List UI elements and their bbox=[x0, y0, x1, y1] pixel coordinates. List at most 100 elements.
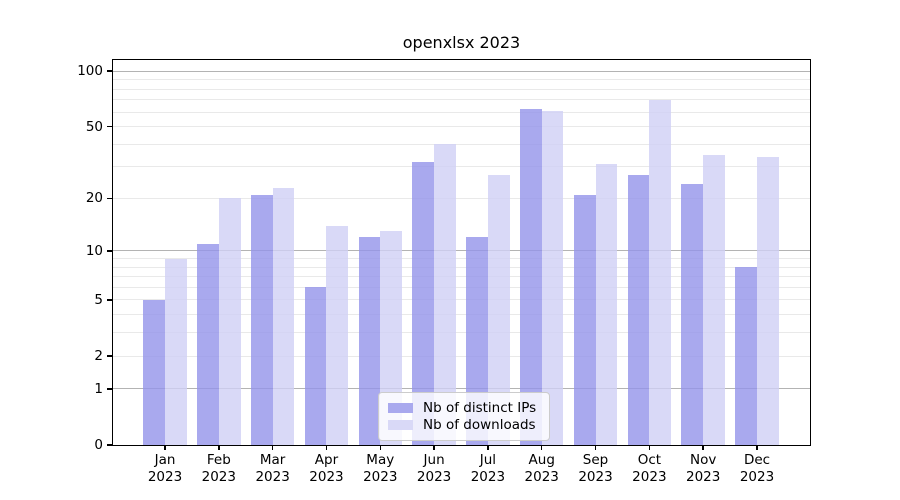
x-axis: Jan 2023 Feb 2023 Mar 2023 Apr 2023 May 2023 Jun 20… bbox=[113, 60, 810, 485]
x-tick-month: Sep bbox=[582, 452, 609, 468]
x-tick-label: Dec 2023 bbox=[729, 452, 785, 486]
minor-gridline bbox=[113, 258, 810, 259]
x-tick-month: Mar bbox=[259, 452, 286, 468]
bar-nb-of-distinct-ips-sep bbox=[573, 194, 596, 445]
x-tick-month: Jun bbox=[423, 452, 445, 468]
chart-title: openxlsx 2023 bbox=[402, 33, 521, 52]
y-axis: 100 50 20 10 5 2 1 0 bbox=[77, 60, 810, 453]
bar-nb-of-distinct-ips-oct bbox=[627, 175, 650, 445]
major-gridline bbox=[113, 388, 810, 390]
x-tick bbox=[325, 445, 328, 450]
bar-nb-of-downloads-jun bbox=[434, 144, 456, 445]
x-tick bbox=[487, 445, 489, 450]
bar-nb-of-downloads-jul bbox=[487, 175, 510, 445]
minor-gridline bbox=[113, 99, 810, 101]
x-tick-month: Apr bbox=[314, 452, 339, 468]
minor-gridline bbox=[113, 166, 810, 168]
bar-nb-of-downloads-feb bbox=[218, 198, 241, 445]
x-tick-year: 2023 bbox=[147, 469, 183, 485]
x-tick-year: 2023 bbox=[524, 469, 559, 485]
legend-label-downloads: Nb of downloads bbox=[423, 417, 536, 433]
bar-nb-of-downloads-aug bbox=[541, 110, 564, 445]
bar-nb-of-distinct-ips-feb bbox=[197, 243, 219, 445]
minor-gridline bbox=[113, 314, 810, 316]
x-tick-label: Oct 2023 bbox=[621, 452, 677, 486]
x-tick-month: Oct bbox=[637, 452, 662, 468]
y-tick-label: 10 bbox=[85, 242, 103, 259]
y-tick bbox=[107, 250, 113, 252]
x-tick-month: Aug bbox=[528, 452, 555, 468]
bar-nb-of-distinct-ips-apr bbox=[304, 287, 327, 445]
x-tick-month: Jul bbox=[479, 452, 497, 468]
x-tick-year: 2023 bbox=[363, 469, 398, 485]
minor-gridline bbox=[113, 355, 810, 357]
minor-gridline bbox=[113, 276, 810, 278]
minor-gridline bbox=[113, 143, 810, 145]
legend: Nb of distinct IPs Nb of downloads bbox=[378, 392, 551, 441]
minor-gridline bbox=[113, 266, 810, 268]
y-tick-label: 20 bbox=[85, 190, 103, 207]
x-tick bbox=[594, 445, 597, 450]
y-tick bbox=[107, 355, 113, 357]
bar-nb-of-downloads-sep bbox=[595, 164, 618, 445]
minor-gridline bbox=[113, 88, 810, 90]
y-tick-label: 50 bbox=[85, 118, 103, 135]
minor-gridline bbox=[113, 197, 810, 199]
y-tick bbox=[107, 125, 113, 128]
x-tick-label: Apr 2023 bbox=[298, 452, 354, 486]
bar-nb-of-distinct-ips-dec bbox=[735, 267, 757, 445]
bar-nb-of-distinct-ips-nov bbox=[681, 184, 704, 445]
y-tick bbox=[107, 299, 113, 301]
bar-nb-of-downloads-oct bbox=[649, 99, 672, 445]
x-tick bbox=[540, 445, 543, 450]
x-tick-label: Nov 2023 bbox=[675, 452, 731, 486]
major-gridline bbox=[113, 250, 810, 252]
x-tick-month: May bbox=[366, 452, 395, 468]
bar-nb-of-distinct-ips-jun bbox=[412, 161, 435, 445]
x-tick-label: Jul 2023 bbox=[460, 452, 516, 486]
minor-gridline bbox=[113, 332, 810, 334]
y-tick bbox=[107, 197, 113, 200]
legend-swatch-distinct-ips bbox=[388, 403, 413, 413]
x-tick bbox=[271, 445, 274, 450]
legend-label-distinct-ips: Nb of distinct IPs bbox=[423, 400, 537, 416]
x-tick-year: 2023 bbox=[685, 469, 721, 485]
x-tick bbox=[218, 445, 220, 450]
major-gridline bbox=[113, 70, 810, 72]
bar-nb-of-downloads-dec bbox=[757, 157, 779, 445]
bar-nb-of-distinct-ips-may bbox=[358, 237, 381, 445]
x-tick-month: Dec bbox=[743, 452, 771, 468]
x-tick-year: 2023 bbox=[739, 469, 775, 485]
x-tick-label: May 2023 bbox=[352, 452, 408, 486]
y-tick-label: 5 bbox=[94, 291, 103, 308]
bars-layer bbox=[113, 60, 810, 445]
x-tick-year: 2023 bbox=[416, 469, 452, 485]
x-tick bbox=[648, 445, 651, 450]
bar-nb-of-downloads-jan bbox=[165, 258, 187, 445]
legend-item-downloads: Nb of downloads bbox=[388, 417, 536, 433]
x-tick bbox=[756, 445, 758, 450]
x-tick bbox=[164, 445, 166, 450]
y-tick bbox=[107, 388, 113, 390]
x-tick bbox=[702, 445, 704, 450]
y-tick-label: 100 bbox=[77, 63, 103, 80]
plot-area: 100 50 20 10 5 2 1 0 Jan 2023 Feb 2023 Mar 2023 Apr 20… bbox=[77, 59, 811, 485]
bar-nb-of-distinct-ips-jan bbox=[143, 299, 165, 445]
minor-gridline bbox=[113, 299, 810, 301]
bar-nb-of-downloads-mar bbox=[272, 187, 295, 445]
x-tick-year: 2023 bbox=[255, 469, 290, 485]
minor-gridline bbox=[113, 286, 810, 288]
y-tick-label: 2 bbox=[94, 348, 103, 365]
bar-nb-of-downloads-nov bbox=[703, 154, 725, 445]
x-tick-label: Aug 2023 bbox=[514, 452, 570, 486]
bar-nb-of-downloads-may bbox=[380, 231, 402, 445]
legend-item-distinct-ips: Nb of distinct IPs bbox=[388, 400, 536, 416]
x-tick bbox=[379, 445, 382, 450]
x-tick-month: Jan bbox=[154, 452, 176, 468]
bar-nb-of-downloads-apr bbox=[326, 225, 349, 445]
x-tick-label: Feb 2023 bbox=[191, 452, 247, 486]
x-tick-label: Jan 2023 bbox=[137, 452, 193, 486]
x-tick-month: Feb bbox=[206, 452, 231, 468]
grid-layer bbox=[113, 60, 810, 445]
